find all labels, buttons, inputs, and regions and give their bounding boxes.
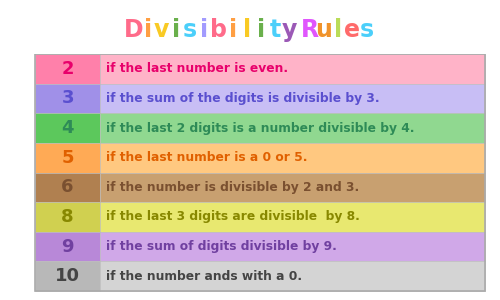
Bar — [100, 143, 485, 172]
Text: if the last 2 digits is a number divisible by 4.: if the last 2 digits is a number divisib… — [106, 122, 415, 135]
Text: 5: 5 — [62, 149, 74, 167]
Bar — [100, 172, 485, 202]
Text: 6: 6 — [62, 178, 74, 196]
Text: 8: 8 — [62, 208, 74, 226]
Text: l: l — [334, 18, 342, 42]
Text: v: v — [154, 18, 170, 42]
Bar — [100, 261, 485, 291]
Text: if the sum of digits divisible by 9.: if the sum of digits divisible by 9. — [106, 240, 337, 253]
Bar — [35, 143, 100, 172]
Text: 3: 3 — [62, 89, 74, 107]
Bar — [100, 202, 485, 232]
Text: if the sum of the digits is divisible by 3.: if the sum of the digits is divisible by… — [106, 92, 380, 105]
Bar — [100, 113, 485, 143]
Bar — [35, 232, 100, 261]
Text: if the number is divisible by 2 and 3.: if the number is divisible by 2 and 3. — [106, 181, 360, 194]
Text: i: i — [144, 18, 152, 42]
Bar — [35, 261, 100, 291]
Text: l: l — [243, 18, 251, 42]
Bar — [100, 54, 485, 84]
Text: 4: 4 — [62, 119, 74, 137]
Text: i: i — [257, 18, 265, 42]
Text: R: R — [301, 18, 319, 42]
Text: if the last number is even.: if the last number is even. — [106, 62, 288, 75]
Text: u: u — [316, 18, 332, 42]
Text: 9: 9 — [62, 238, 74, 256]
Text: s: s — [360, 18, 374, 42]
Bar — [35, 84, 100, 113]
Text: i: i — [228, 18, 236, 42]
Text: 10: 10 — [55, 267, 80, 285]
Bar — [35, 54, 485, 291]
Text: 2: 2 — [62, 60, 74, 78]
Text: y: y — [282, 18, 297, 42]
Bar — [100, 84, 485, 113]
Bar — [35, 113, 100, 143]
Text: i: i — [172, 18, 180, 42]
Bar — [35, 202, 100, 232]
Text: b: b — [210, 18, 227, 42]
Text: D: D — [124, 18, 144, 42]
Bar — [35, 172, 100, 202]
Text: if the number ands with a 0.: if the number ands with a 0. — [106, 270, 302, 283]
Bar — [100, 232, 485, 261]
Text: if the last number is a 0 or 5.: if the last number is a 0 or 5. — [106, 151, 308, 164]
Text: i: i — [200, 18, 208, 42]
Text: if the last 3 digits are divisible  by 8.: if the last 3 digits are divisible by 8. — [106, 210, 360, 224]
Text: t: t — [270, 18, 281, 42]
Text: e: e — [344, 18, 360, 42]
Bar — [35, 54, 100, 84]
Text: s: s — [183, 18, 197, 42]
